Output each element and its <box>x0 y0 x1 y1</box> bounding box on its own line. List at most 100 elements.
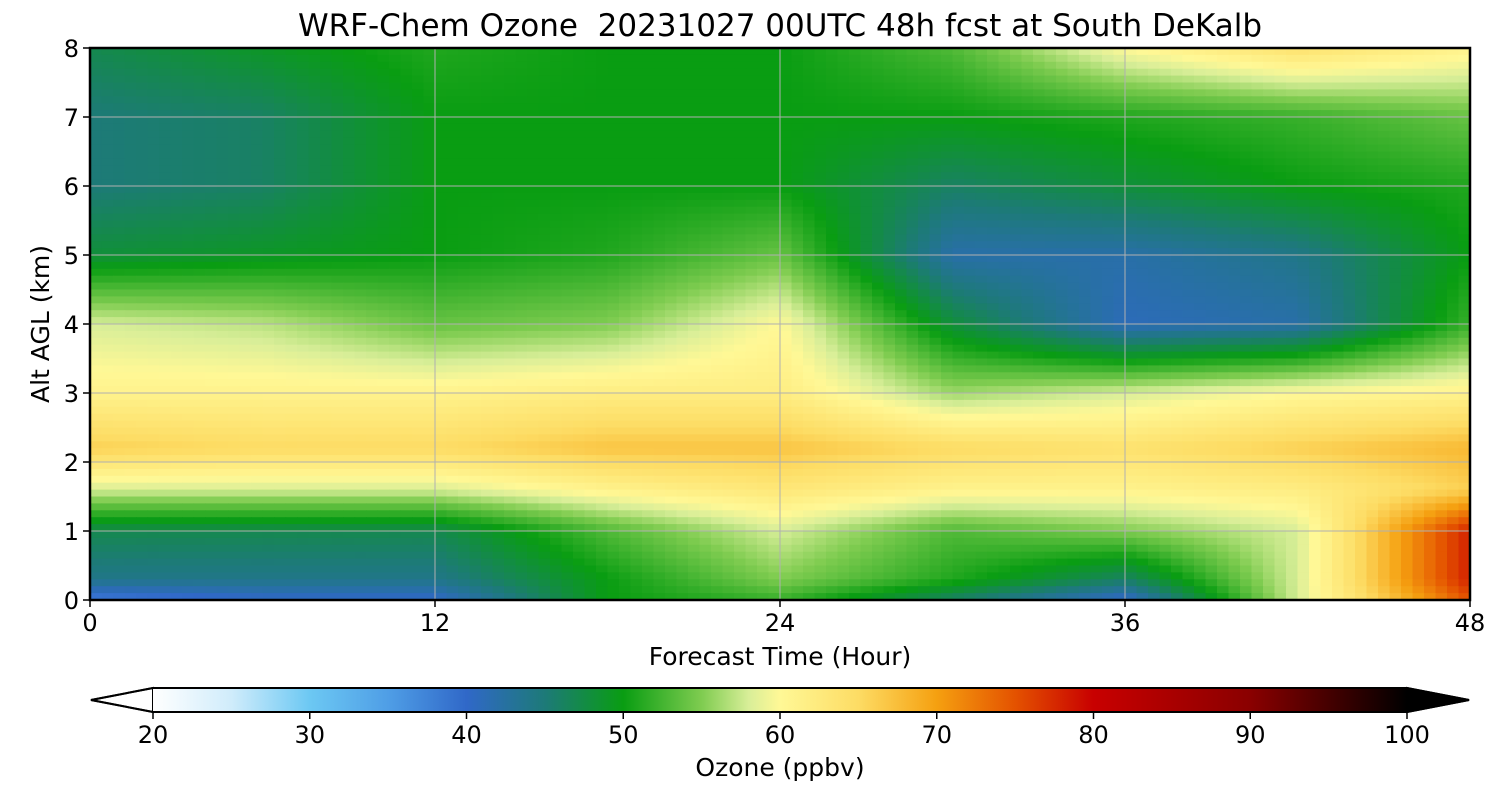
field-cell <box>228 61 241 70</box>
field-cell <box>699 282 712 291</box>
field-cell <box>1159 89 1172 97</box>
field-cell <box>331 144 344 153</box>
field-cell <box>1297 227 1310 235</box>
field-cell <box>952 324 965 332</box>
field-cell <box>527 179 540 187</box>
field-cell <box>975 123 988 132</box>
field-cell <box>872 110 885 118</box>
field-cell <box>412 330 425 339</box>
field-cell <box>688 61 701 70</box>
field-cell <box>883 158 896 166</box>
field-cell <box>1205 268 1218 277</box>
field-cell <box>791 186 804 194</box>
field-cell <box>136 54 149 63</box>
field-cell <box>331 179 344 187</box>
field-cell <box>515 48 528 56</box>
field-cell <box>1090 206 1103 215</box>
field-cell <box>308 165 321 173</box>
field-cell <box>504 172 517 180</box>
field-cell <box>826 310 839 318</box>
field-cell <box>1171 324 1184 332</box>
field-cell <box>1401 261 1414 270</box>
field-cell <box>1125 248 1138 256</box>
field-cell <box>630 130 643 139</box>
field-cell <box>998 261 1011 270</box>
field-cell <box>630 206 643 215</box>
field-cell <box>561 192 574 201</box>
field-cell <box>1021 103 1034 111</box>
field-cell <box>1263 220 1276 228</box>
field-cell <box>492 227 505 235</box>
field-cell <box>251 206 264 215</box>
field-cell <box>688 89 701 97</box>
field-cell <box>331 82 344 90</box>
field-cell <box>1033 103 1046 111</box>
field-cell <box>515 296 528 304</box>
field-cell <box>1309 89 1322 97</box>
field-cell <box>826 192 839 201</box>
field-cell <box>366 275 379 284</box>
field-cell <box>745 130 758 139</box>
field-cell <box>929 324 942 332</box>
field-cell <box>619 227 632 235</box>
field-cell <box>849 172 862 180</box>
field-cell <box>1228 96 1241 104</box>
field-cell <box>1102 130 1115 139</box>
field-cell <box>906 61 919 70</box>
field-cell <box>607 206 620 215</box>
field-cell <box>998 282 1011 291</box>
field-cell <box>791 68 804 77</box>
field-cell <box>492 61 505 70</box>
field-cell <box>343 289 356 297</box>
field-cell <box>987 303 1000 311</box>
field-cell <box>1217 261 1230 270</box>
field-cell <box>423 82 436 90</box>
field-cell <box>331 137 344 146</box>
field-cell <box>1056 303 1069 311</box>
field-cell <box>1274 110 1287 118</box>
field-cell <box>722 117 735 125</box>
field-cell <box>205 54 218 63</box>
field-cell <box>791 330 804 339</box>
field-cell <box>1033 275 1046 284</box>
field-cell <box>515 324 528 332</box>
field-cell <box>987 289 1000 297</box>
field-cell <box>952 110 965 118</box>
field-cell <box>1079 82 1092 90</box>
field-cell <box>308 137 321 146</box>
field-cell <box>1263 227 1276 235</box>
field-cell <box>860 172 873 180</box>
field-cell <box>1343 75 1356 84</box>
field-cell <box>596 282 609 291</box>
field-cell <box>101 310 114 318</box>
field-cell <box>228 234 241 242</box>
field-cell <box>1136 282 1149 291</box>
field-cell <box>182 275 195 284</box>
field-cell <box>331 165 344 173</box>
field-cell <box>297 151 310 159</box>
field-cell <box>274 282 287 291</box>
field-cell <box>446 255 459 263</box>
field-cell <box>1424 303 1437 311</box>
field-cell <box>929 137 942 146</box>
field-cell <box>987 179 1000 187</box>
field-cell <box>1274 130 1287 139</box>
field-cell <box>435 75 448 84</box>
field-cell <box>205 206 218 215</box>
field-cell <box>262 255 275 263</box>
field-cell <box>113 179 126 187</box>
field-cell <box>331 275 344 284</box>
field-cell <box>561 220 574 228</box>
field-cell <box>872 103 885 111</box>
field-cell <box>1286 255 1299 263</box>
field-cell <box>1194 179 1207 187</box>
field-cell <box>1079 220 1092 228</box>
field-cell <box>1240 96 1253 104</box>
field-cell <box>1343 261 1356 270</box>
field-cell <box>205 248 218 256</box>
field-cell <box>918 255 931 263</box>
field-cell <box>1401 151 1414 159</box>
field-cell <box>527 199 540 208</box>
field-cell <box>469 289 482 297</box>
field-cell <box>791 96 804 104</box>
